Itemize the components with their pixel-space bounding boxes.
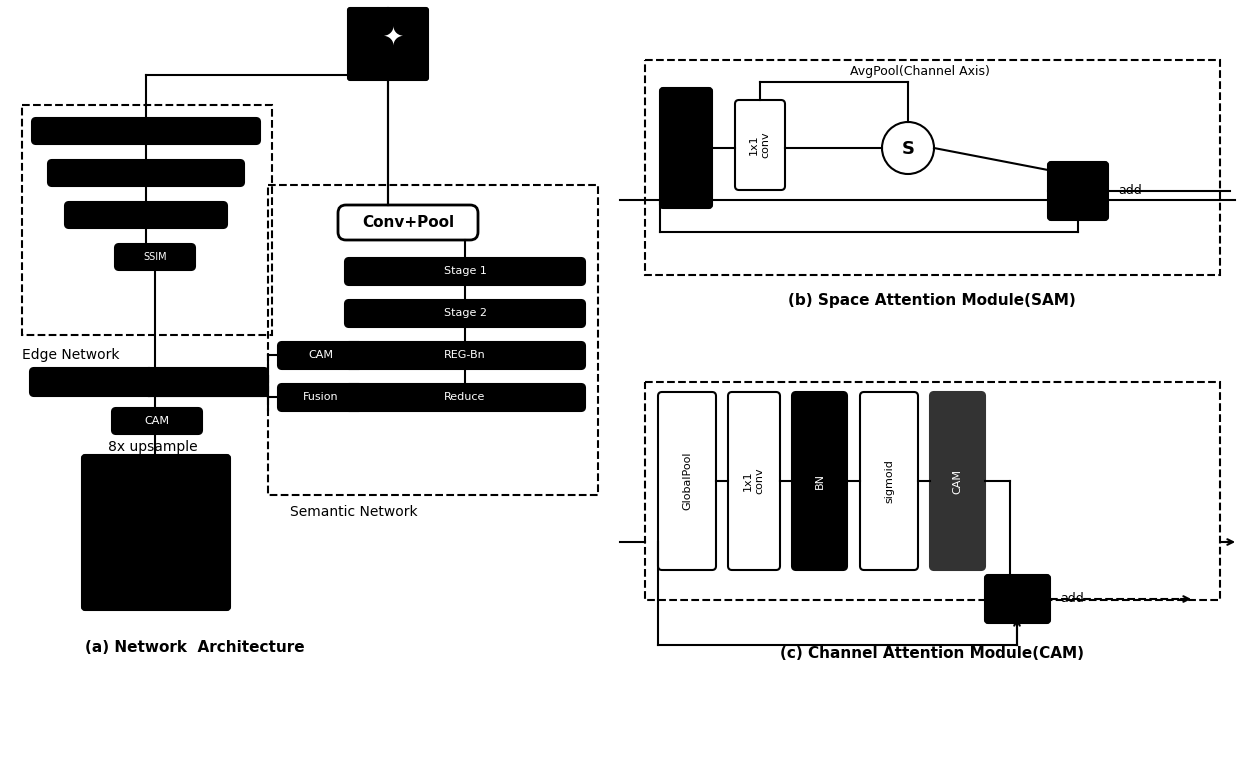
FancyBboxPatch shape <box>30 368 268 396</box>
FancyBboxPatch shape <box>344 342 585 369</box>
Text: sigmoid: sigmoid <box>883 459 895 503</box>
FancyBboxPatch shape <box>735 100 786 190</box>
Text: 1x1
conv: 1x1 conv <box>743 467 764 494</box>
Text: S: S <box>902 140 914 158</box>
Bar <box>22 105 273 335</box>
Text: Stage 2: Stage 2 <box>444 309 487 319</box>
Text: 1x1
conv: 1x1 conv <box>750 132 771 158</box>
Text: GlobalPool: GlobalPool <box>681 452 693 511</box>
Text: Edge Network: Edge Network <box>22 348 119 362</box>
FancyBboxPatch shape <box>344 300 585 327</box>
FancyBboxPatch shape <box>278 384 363 411</box>
FancyBboxPatch shape <box>1048 162 1108 220</box>
FancyBboxPatch shape <box>348 8 427 80</box>
FancyBboxPatch shape <box>860 392 918 570</box>
FancyBboxPatch shape <box>64 202 227 228</box>
FancyBboxPatch shape <box>338 205 478 240</box>
Text: (c) Channel Attention Module(CAM): (c) Channel Attention Module(CAM) <box>781 645 1084 661</box>
Text: CAM: CAM <box>145 416 170 426</box>
FancyBboxPatch shape <box>344 384 585 411</box>
Circle shape <box>882 122 934 174</box>
Bar <box>646 60 1220 275</box>
Text: REG-Bn: REG-Bn <box>444 351 486 360</box>
Text: add: add <box>1061 593 1084 605</box>
Text: Conv+Pool: Conv+Pool <box>362 215 453 230</box>
Text: Fusion: Fusion <box>302 392 338 402</box>
Text: ✦: ✦ <box>383 27 404 51</box>
FancyBboxPatch shape <box>32 118 260 144</box>
Text: Reduce: Reduce <box>445 392 486 402</box>
Text: AvgPool(Channel Axis): AvgPool(Channel Axis) <box>850 66 990 78</box>
FancyBboxPatch shape <box>660 88 712 208</box>
Bar <box>268 185 598 495</box>
FancyBboxPatch shape <box>658 392 716 570</box>
FancyBboxPatch shape <box>985 575 1049 623</box>
Text: add: add <box>1118 185 1142 197</box>
Text: Stage 1: Stage 1 <box>444 266 487 276</box>
FancyBboxPatch shape <box>112 408 202 434</box>
FancyBboxPatch shape <box>115 244 195 270</box>
Text: Semantic Network: Semantic Network <box>290 505 418 519</box>
Text: BN: BN <box>814 473 824 489</box>
Text: SSIM: SSIM <box>144 252 167 262</box>
Text: 8x upsample: 8x upsample <box>108 440 198 454</box>
FancyBboxPatch shape <box>48 160 244 186</box>
FancyBboxPatch shape <box>344 258 585 285</box>
Bar <box>646 382 1220 600</box>
Text: (a) Network  Architecture: (a) Network Architecture <box>85 640 305 655</box>
FancyBboxPatch shape <box>792 392 847 570</box>
FancyBboxPatch shape <box>278 342 363 369</box>
Text: CAM: CAM <box>953 468 963 493</box>
FancyBboxPatch shape <box>930 392 985 570</box>
FancyBboxPatch shape <box>82 455 230 610</box>
FancyBboxPatch shape <box>729 392 781 570</box>
Text: CAM: CAM <box>309 351 333 360</box>
Text: (b) Space Attention Module(SAM): (b) Space Attention Module(SAM) <box>788 293 1075 308</box>
